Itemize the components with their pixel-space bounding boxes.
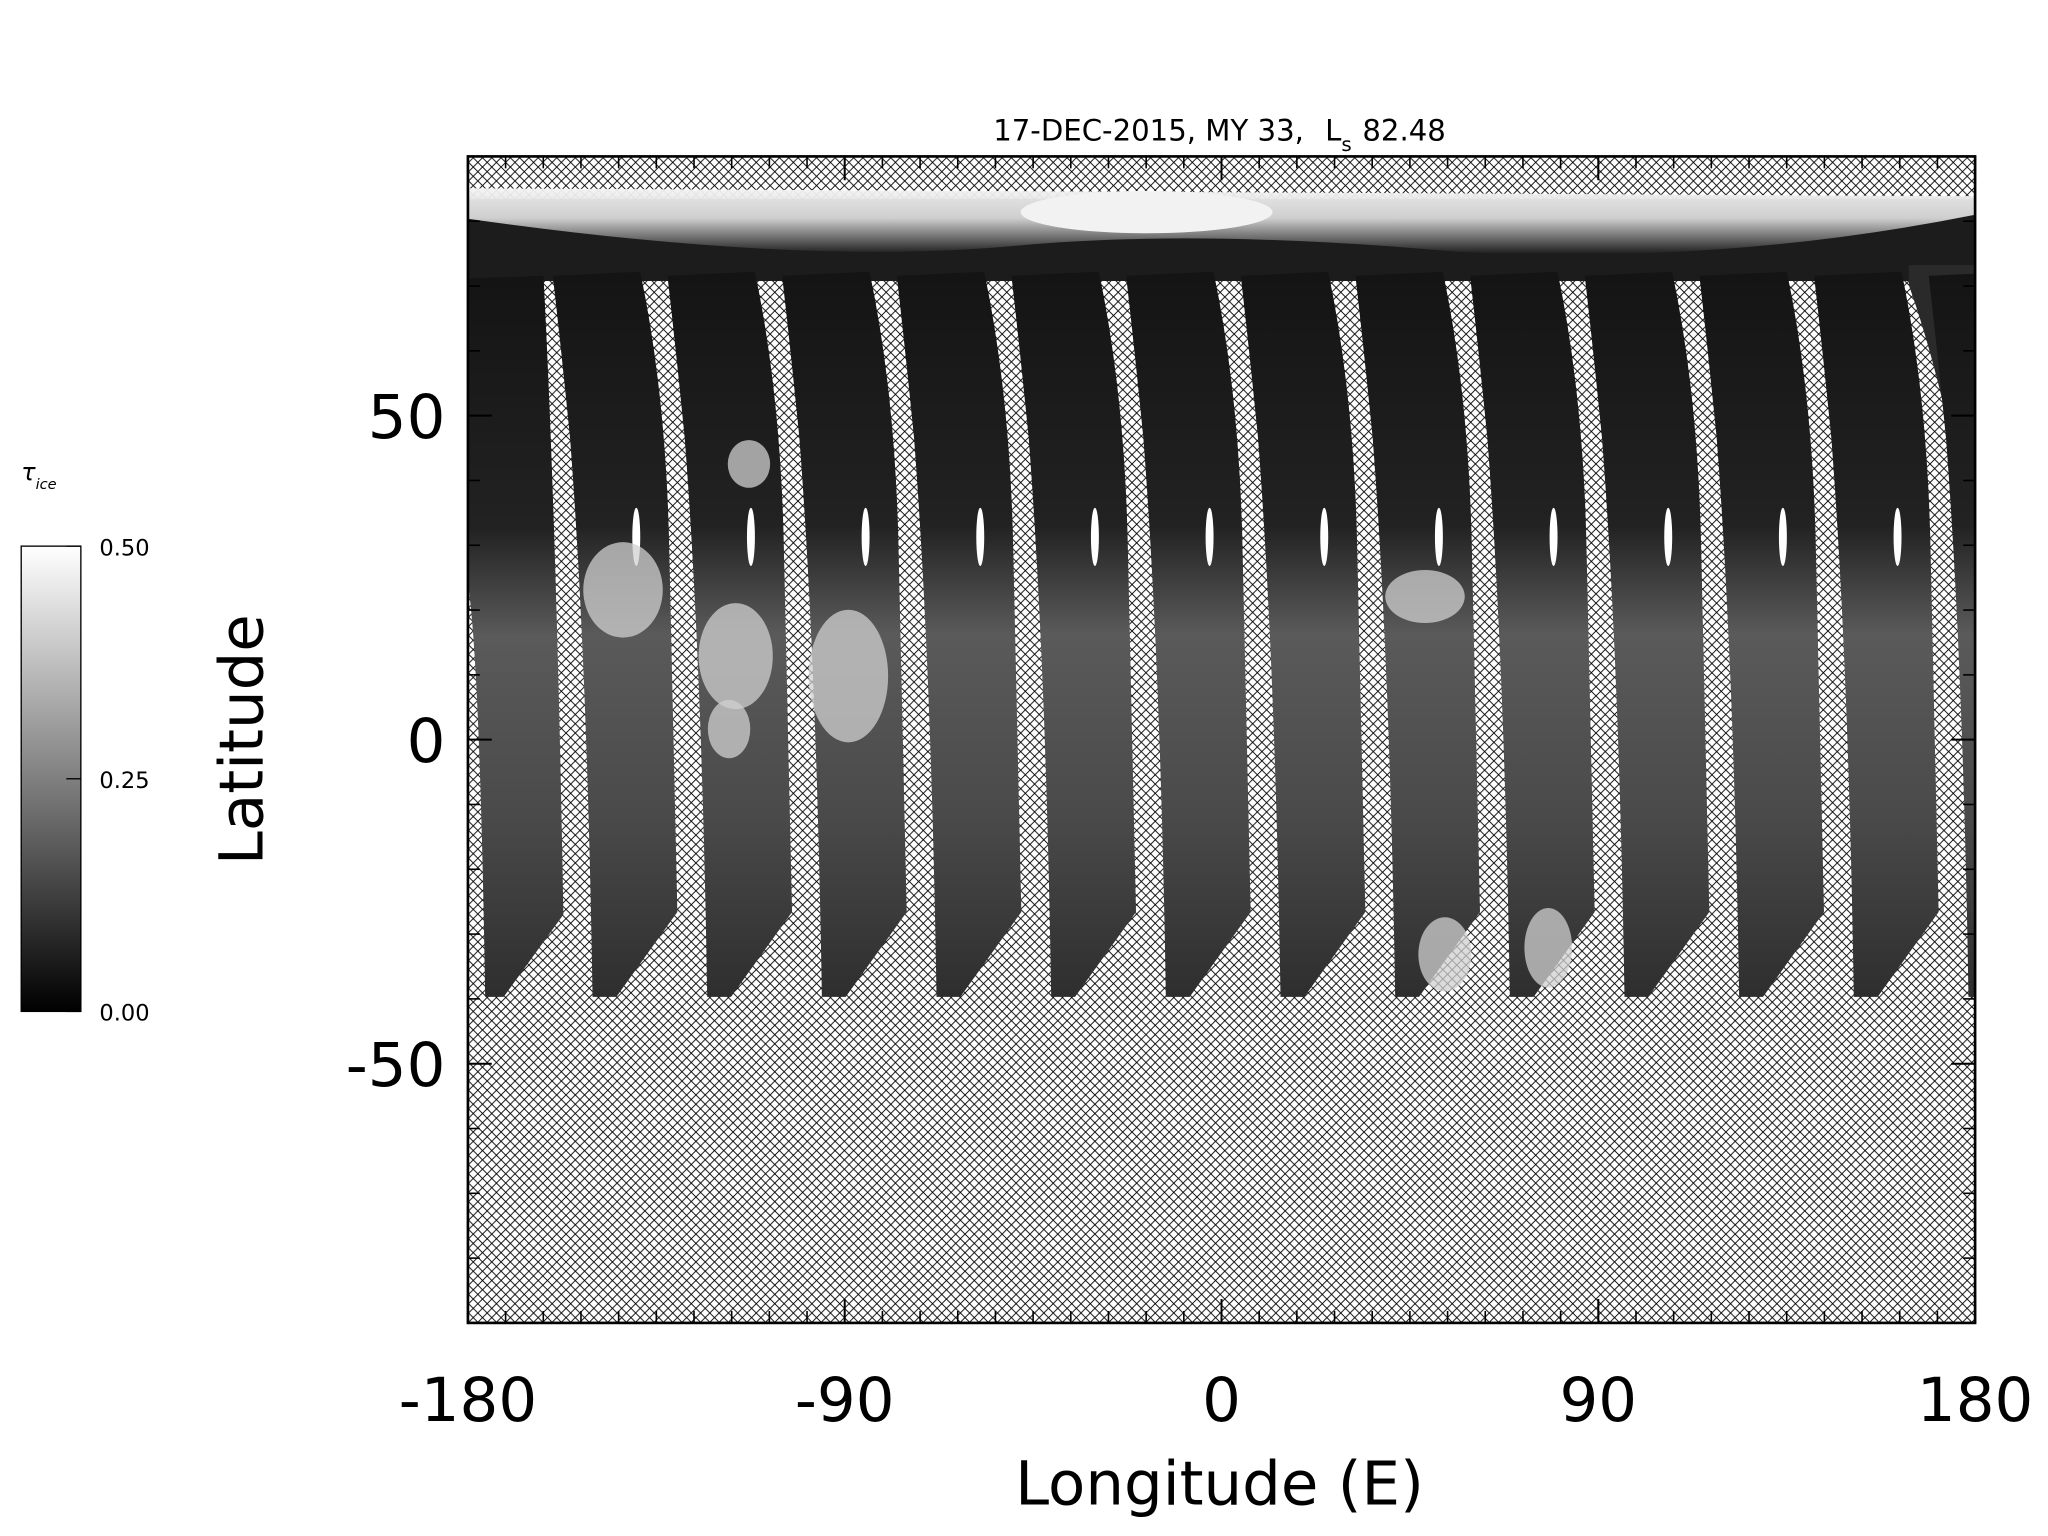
chart-title: 17-DEC-2015, MY 33, Ls 82.48: [993, 114, 1446, 157]
cloud: [1385, 569, 1465, 624]
swath-gap: [2008, 508, 2016, 566]
y-axis-label: Latitude: [206, 614, 277, 865]
colorbar-label-symbol: τ: [21, 458, 36, 486]
swath: [1699, 271, 1824, 997]
swath: [1928, 273, 1976, 997]
swath-gap: [746, 507, 755, 567]
cloud: [727, 440, 771, 488]
y-tick-label: 50: [368, 382, 446, 453]
y-tick-label: -50: [346, 1030, 446, 1101]
x-tick-label: -90: [795, 1365, 895, 1436]
swath: [1011, 271, 1137, 997]
colorbar-label-subscript: ice: [36, 476, 57, 493]
swath: [1470, 271, 1595, 997]
swath-gap: [976, 507, 985, 567]
swath-gap: [1893, 507, 1902, 567]
swath-gap: [1320, 507, 1329, 567]
swath: [1584, 271, 1710, 997]
swath-gap: [861, 507, 870, 567]
x-tick-label: 180: [1917, 1365, 2033, 1436]
colorbar-label: τice: [21, 458, 56, 493]
swath: [1814, 271, 1939, 997]
title-value: 82.48: [1362, 114, 1445, 148]
cloud: [698, 603, 773, 710]
polar-cap-bright: [1020, 190, 1273, 234]
swath-gap: [1549, 507, 1558, 567]
imagery: [467, 156, 2016, 1323]
title-subscript: s: [1341, 133, 1351, 156]
title-symbol: L: [1325, 114, 1342, 148]
y-tick-label: 0: [407, 706, 446, 777]
x-tick-label: -180: [399, 1365, 537, 1436]
x-tick-label: 0: [1202, 1365, 1241, 1436]
colorbar-tick-label: 0.25: [99, 768, 149, 794]
cloud: [1524, 908, 1573, 988]
swath-gap: [1664, 507, 1673, 567]
x-tick-label: 90: [1560, 1365, 1638, 1436]
colorbar-tick-label: 0.50: [99, 535, 149, 561]
swath-gap: [1205, 507, 1214, 567]
swath-gap: [1090, 507, 1099, 567]
colorbar-tick-label: 0.00: [99, 1001, 149, 1027]
swath: [1240, 271, 1366, 997]
swath-gap: [1434, 507, 1443, 567]
swath: [1126, 271, 1251, 997]
title-prefix: 17-DEC-2015, MY 33,: [993, 114, 1304, 148]
swath-gap: [1778, 507, 1787, 567]
x-axis-label: Longitude (E): [1015, 1449, 1424, 1520]
swath: [896, 271, 1022, 997]
swath: [1355, 271, 1480, 997]
cloud: [707, 699, 751, 759]
first-swath: [467, 275, 564, 997]
cloud: [808, 609, 889, 743]
cloud: [583, 542, 663, 638]
cloud: [1418, 917, 1472, 992]
